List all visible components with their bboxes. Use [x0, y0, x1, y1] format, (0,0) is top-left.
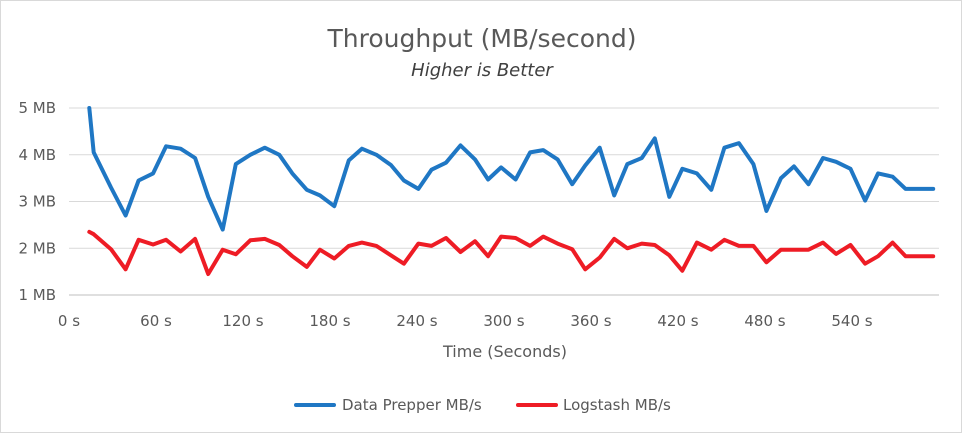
series-lines [87, 106, 936, 276]
y-tick-label: 2 MB [18, 239, 56, 257]
series-line-logstash [87, 229, 936, 276]
chart-subtitle: Higher is Better [411, 60, 554, 81]
x-tick-label: 300 s [483, 312, 524, 330]
x-tick-label: 540 s [831, 312, 872, 330]
y-tick-label: 3 MB [18, 193, 56, 211]
x-tick-label: 0 s [58, 312, 80, 330]
x-tick-label: 420 s [657, 312, 698, 330]
y-tick-label: 5 MB [18, 99, 56, 117]
x-tick-label: 120 s [222, 312, 263, 330]
legend-label-data-prepper: Data Prepper MB/s [342, 396, 482, 414]
gridlines [69, 107, 939, 296]
x-tick-label: 240 s [396, 312, 437, 330]
x-tick-label: 180 s [309, 312, 350, 330]
legend: Data Prepper MB/s Logstash MB/s [294, 396, 671, 414]
y-tick-label: 4 MB [18, 146, 56, 164]
y-tick-label: 1 MB [18, 286, 56, 304]
x-tick-label: 360 s [570, 312, 611, 330]
legend-label-logstash: Logstash MB/s [563, 396, 671, 414]
series-line-data-prepper [87, 106, 936, 232]
chart-title: Throughput (MB/second) [327, 24, 637, 53]
x-axis-ticks: 0 s 60 s 120 s 180 s 240 s 300 s 360 s 420 s 480… [58, 312, 873, 330]
x-axis-title: Time (Seconds) [442, 342, 567, 361]
y-axis-ticks: 1 MB 2 MB 3 MB 4 MB 5 MB [18, 99, 56, 304]
x-tick-label: 480 s [744, 312, 785, 330]
x-tick-label: 60 s [140, 312, 172, 330]
